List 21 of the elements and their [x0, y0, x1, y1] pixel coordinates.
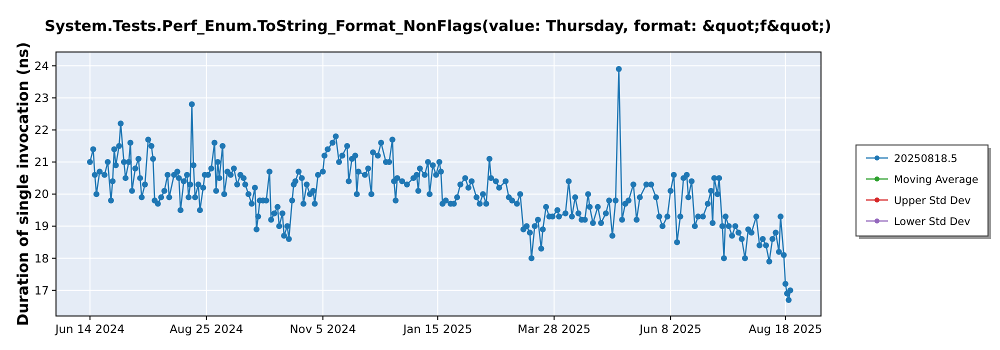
legend-label: Upper Std Dev	[894, 195, 971, 207]
y-tick-label: 23	[34, 90, 49, 105]
chart-title: System.Tests.Perf_Enum.ToString_Format_NonFlags(value: Thursday, format: &quot;f&quot;)	[44, 17, 832, 35]
y-tick-label: 18	[34, 251, 49, 266]
x-tick-label: Jun 8 2025	[638, 322, 702, 336]
x-tick-label: Aug 25 2024	[170, 322, 244, 336]
x-tick-label: Jan 15 2025	[402, 322, 472, 336]
y-tick-label: 22	[34, 122, 49, 137]
y-tick-label: 17	[34, 283, 49, 298]
x-tick-label: Nov 5 2024	[290, 322, 356, 336]
y-tick-label: 24	[34, 58, 49, 73]
y-tick-label: 20	[34, 187, 49, 202]
x-tick-label: Mar 28 2025	[518, 322, 591, 336]
y-tick-label: 21	[34, 155, 49, 170]
legend-label: Lower Std Dev	[894, 216, 970, 228]
y-axis-title: Duration of single invocation (ns)	[14, 42, 32, 326]
x-tick-label: Aug 18 2025	[748, 322, 822, 336]
y-tick-label: 19	[34, 219, 49, 234]
x-tick-label: Jun 14 2024	[54, 322, 125, 336]
legend-label: Moving Average	[894, 174, 978, 186]
legend-label: 20250818.5	[894, 153, 958, 165]
